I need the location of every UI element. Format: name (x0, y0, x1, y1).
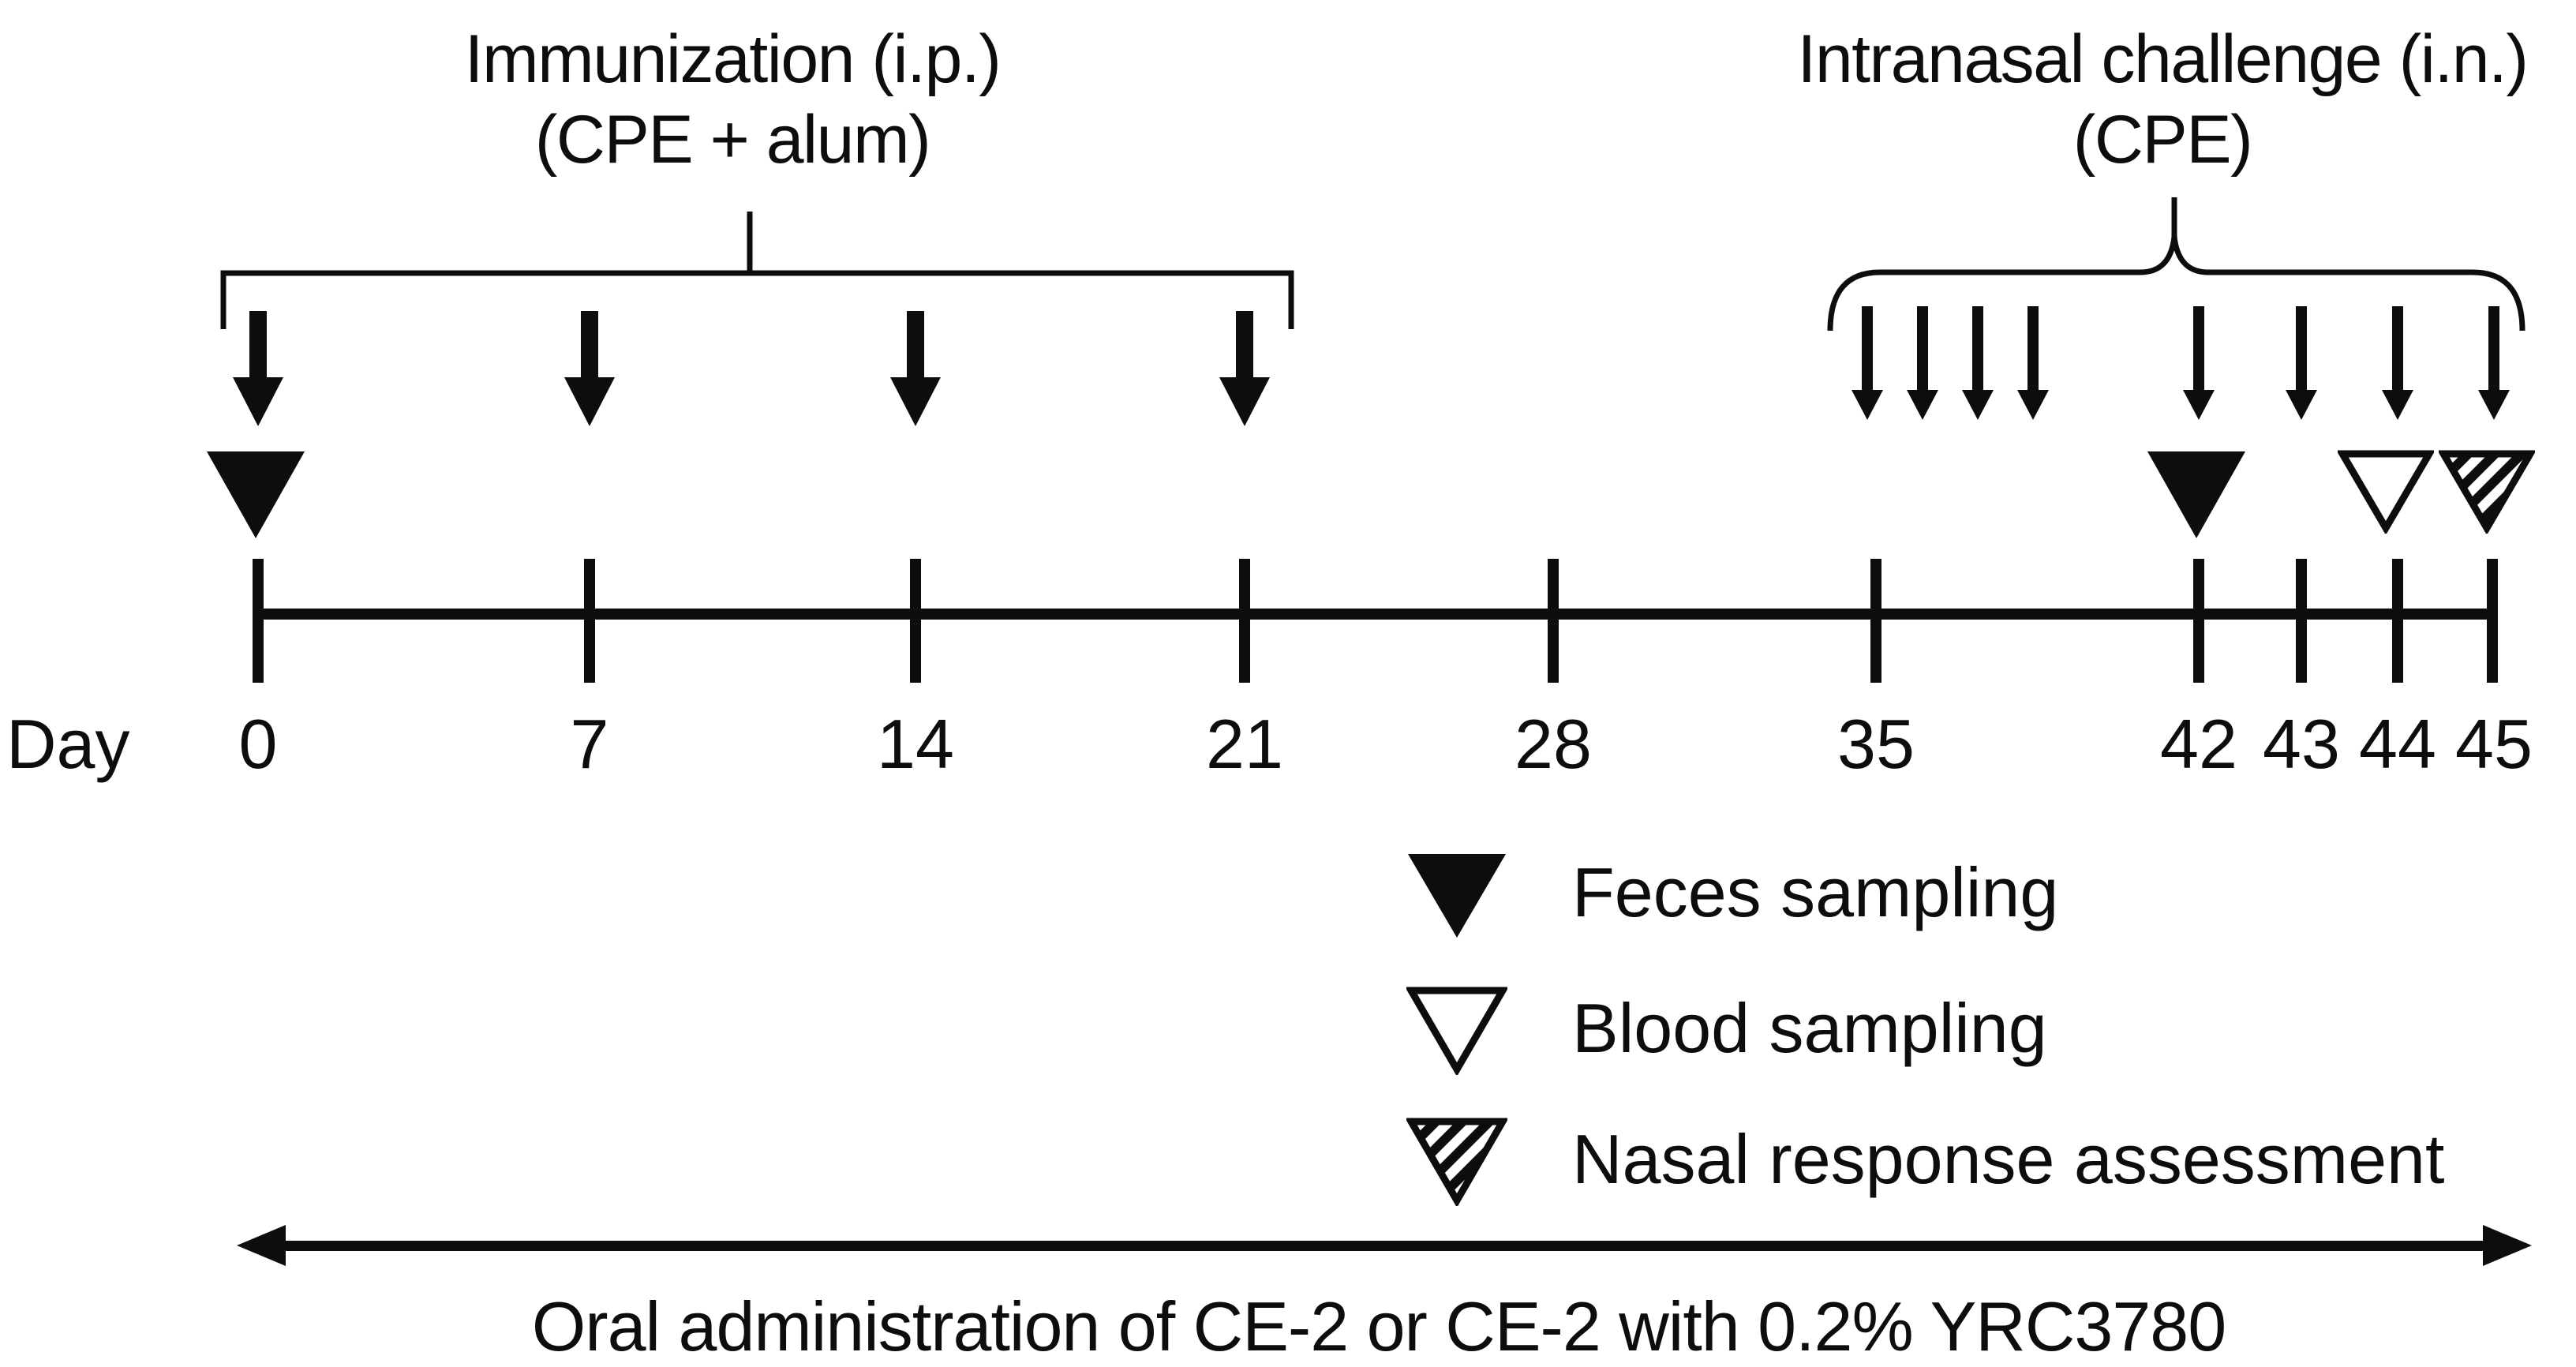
feces-marker-day0 (207, 451, 305, 538)
immunization-annotation-line1: Immunization (i.p.) (464, 21, 1002, 97)
tick-day44 (2392, 559, 2403, 683)
challenge-annotation: Intranasal challenge (i.n.) (CPE) (1728, 19, 2576, 180)
tick-day0 (253, 559, 264, 683)
day-label-21: 21 (1206, 705, 1283, 783)
immunization-annotation: Immunization (i.p.) (CPE + alum) (298, 19, 1166, 180)
feces-marker-day42 (2147, 451, 2245, 538)
day-label-28: 28 (1515, 705, 1592, 783)
day-label-44: 44 (2359, 705, 2436, 783)
blood-marker-day44 (2338, 450, 2434, 534)
oral-administration-label: Oral administration of CE-2 or CE-2 with… (531, 1287, 2226, 1365)
challenge-annotation-line1: Intranasal challenge (i.n.) (1797, 21, 2529, 97)
immunization-bracket (220, 270, 1294, 329)
arrow-left-head-icon (237, 1225, 286, 1266)
filled-triangle-icon (1408, 854, 1506, 938)
challenge-brace (1827, 236, 2525, 331)
day-label-7: 7 (570, 705, 609, 783)
open-triangle-icon (1406, 987, 1507, 1075)
tick-day21 (1239, 559, 1250, 683)
challenge-annotation-line2: (CPE) (2072, 102, 2253, 178)
day-label-42: 42 (2160, 705, 2237, 783)
tick-day43 (2296, 559, 2307, 683)
arrow-right-head-icon (2483, 1225, 2532, 1266)
day-label-35: 35 (1837, 705, 1915, 783)
timeline-axis (258, 609, 2497, 620)
immunization-annotation-line2: (CPE + alum) (534, 102, 931, 178)
legend-label-blood: Blood sampling (1572, 989, 2047, 1067)
tick-day14 (910, 559, 921, 683)
tick-day28 (1548, 559, 1559, 683)
tick-day35 (1870, 559, 1881, 683)
legend-label-nasal: Nasal response assessment (1572, 1120, 2445, 1198)
axis-label-day: Day (6, 705, 130, 783)
nasal-marker-day45 (2439, 450, 2535, 534)
day-label-45: 45 (2455, 705, 2533, 783)
legend-label-feces: Feces sampling (1572, 853, 2059, 931)
day-label-14: 14 (877, 705, 954, 783)
tick-day7 (584, 559, 595, 683)
oral-administration-arrow (278, 1241, 2489, 1251)
hatched-triangle-icon (1406, 1118, 1507, 1206)
day-label-43: 43 (2263, 705, 2340, 783)
day-label-0: 0 (238, 705, 278, 783)
tick-day42 (2193, 559, 2204, 683)
tick-day45 (2487, 559, 2498, 683)
